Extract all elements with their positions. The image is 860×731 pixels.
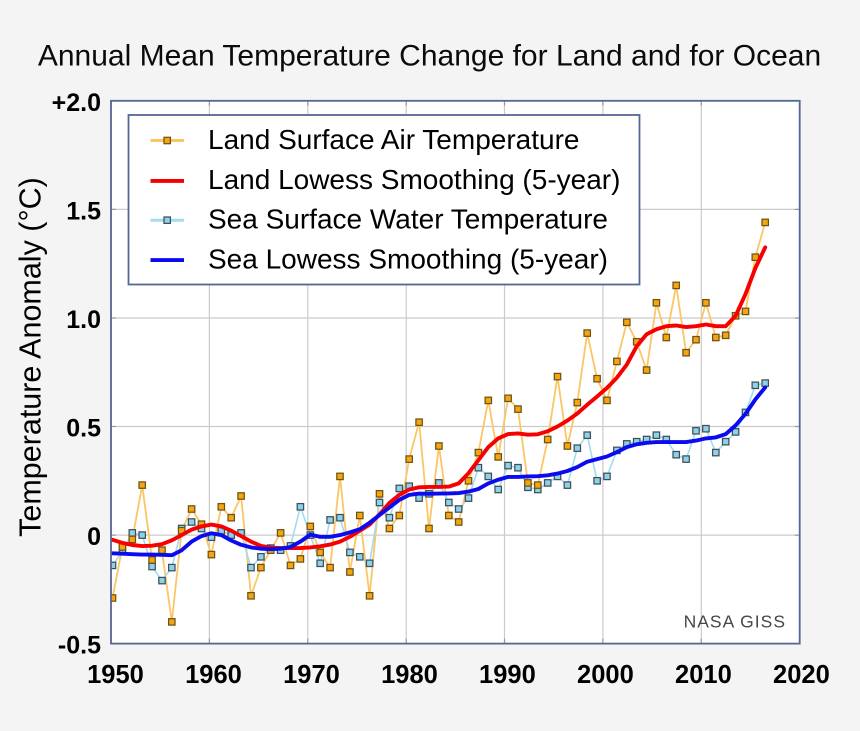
svg-text:1990: 1990 xyxy=(479,661,536,689)
svg-text:Annual Mean Temperature Change: Annual Mean Temperature Change for Land … xyxy=(38,40,821,73)
svg-text:Sea Lowess Smoothing (5-year): Sea Lowess Smoothing (5-year) xyxy=(208,244,608,275)
svg-text:1950: 1950 xyxy=(87,661,144,689)
svg-text:Land Lowess Smoothing (5-year): Land Lowess Smoothing (5-year) xyxy=(208,164,620,195)
svg-text:Sea Surface Water Temperature: Sea Surface Water Temperature xyxy=(208,204,608,235)
svg-text:-0.5: -0.5 xyxy=(58,632,101,660)
svg-text:Land Surface Air Temperature: Land Surface Air Temperature xyxy=(208,124,579,155)
svg-text:1.0: 1.0 xyxy=(66,306,101,334)
svg-text:+2.0: +2.0 xyxy=(52,89,101,117)
svg-text:1960: 1960 xyxy=(185,661,242,689)
svg-text:1970: 1970 xyxy=(283,661,340,689)
svg-text:0.5: 0.5 xyxy=(66,415,101,443)
svg-text:1.5: 1.5 xyxy=(66,197,101,225)
svg-text:2020: 2020 xyxy=(773,661,830,689)
svg-text:1980: 1980 xyxy=(381,661,438,689)
svg-text:Temperature Anomaly (°C): Temperature Anomaly (°C) xyxy=(14,177,48,537)
svg-text:0: 0 xyxy=(87,523,101,551)
svg-text:NASA GISS: NASA GISS xyxy=(684,612,786,632)
svg-text:2010: 2010 xyxy=(675,661,732,689)
svg-text:2000: 2000 xyxy=(577,661,634,689)
